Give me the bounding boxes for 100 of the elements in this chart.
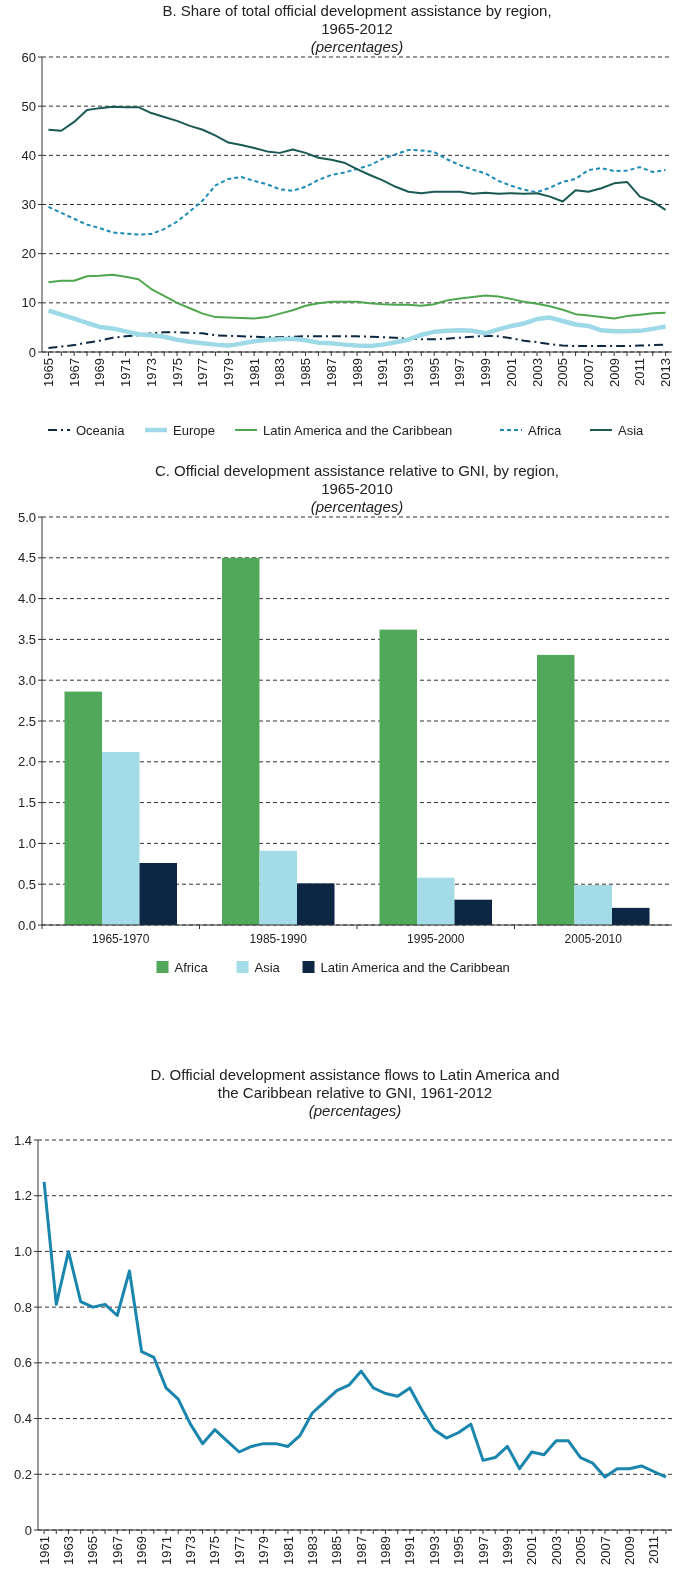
x-tick-label: 2011 [632,358,648,386]
x-tick-label: 2001 [524,1536,540,1565]
bar [574,885,612,925]
bar [259,850,297,925]
bar [612,907,650,925]
y-tick-label: 0.2 [13,1466,32,1482]
y-tick-label: 3.0 [17,672,36,688]
y-tick-label: 40 [21,147,36,163]
y-tick-label: 0.4 [13,1411,32,1427]
x-tick-label: 1987 [323,358,339,387]
x-tick-label: 2007 [597,1536,613,1565]
x-tick-label: 1977 [231,1536,247,1565]
x-tick-label: 1991 [375,358,391,387]
chart-title: B. Share of total official development assistance by region, 1965-2012 [162,2,552,37]
x-tick-label: 1967 [66,358,82,387]
legend-label: Latin America and the Caribbean [263,422,453,438]
y-tick-label: 30 [21,197,36,213]
x-tick-label: 1981 [246,358,262,387]
line-series [47,105,667,211]
x-tick-label: 1979 [256,1536,272,1565]
y-tick-label: 4.0 [17,591,36,607]
bar [537,654,575,925]
bar [102,752,140,925]
x-tick-label: 1963 [61,1536,77,1565]
bar [417,877,455,925]
x-tick-label: 1997 [452,358,468,387]
legend-label: Asia [254,959,281,975]
x-tick-label: 1973 [143,358,159,387]
y-tick-label: 2.0 [17,754,36,770]
x-tick-label: 1965-1970 [92,932,150,946]
y-tick-label: 20 [21,246,36,262]
x-tick-label: 1983 [304,1536,320,1565]
x-tick-label: 1985-1990 [249,932,308,946]
legend-label: Europe [173,422,215,438]
y-tick-label: 5.0 [17,509,36,525]
x-tick-label: 1969 [92,358,108,387]
chart-title: C. Official development assistance relative to GNI, by region, 1965-2010 [154,462,560,497]
legend-label: Africa [528,422,562,438]
x-tick-label: 1995 [426,358,442,387]
y-tick-label: 0.0 [17,917,36,933]
x-tick-label: 1967 [109,1536,125,1565]
x-tick-label: 1965 [85,1536,101,1565]
chart-title: D. Official development assistance flows to Latin America and the Caribbean relative to GNI, 1961-2012 [150,1066,560,1101]
x-tick-label: 2007 [580,358,596,387]
x-tick-label: 2003 [529,358,545,387]
x-tick-label: 2013 [658,358,674,387]
x-tick-label: 2009 [606,358,622,387]
x-tick-label: 1971 [118,358,134,387]
line-series [42,1180,668,1479]
x-tick-label: 1993 [426,1536,442,1565]
bar [297,883,335,925]
x-tick-label: 1975 [207,1536,223,1565]
x-tick-label: 1993 [400,358,416,387]
x-tick-label: 1983 [272,358,288,387]
x-tick-label: 1961 [36,1536,52,1565]
x-tick-label: 2001 [503,358,519,387]
x-tick-label: 1971 [158,1536,174,1565]
line-series [47,273,667,320]
y-tick-label: 4.5 [17,550,36,566]
y-tick-label: 0.8 [13,1299,32,1315]
x-tick-label: 2005 [573,1536,589,1565]
y-tick-label: 2.5 [17,713,36,729]
x-tick-label: 1989 [349,358,365,387]
legend-label: Asia [618,422,645,438]
x-tick-label: 1975 [169,358,185,387]
x-tick-label: 1973 [182,1536,198,1565]
x-tick-label: 1985 [329,1536,345,1565]
y-tick-label: 60 [21,49,36,65]
x-tick-label: 2011 [646,1536,662,1564]
y-tick-label: 1.4 [13,1132,32,1148]
x-tick-label: 1965 [40,358,56,387]
x-tick-label: 1981 [280,1536,296,1565]
x-tick-label: 2005-2010 [564,932,623,946]
bar [139,862,177,925]
y-tick-label: 1.5 [17,795,36,811]
bar [222,557,260,925]
y-tick-label: 1.2 [13,1188,32,1204]
x-tick-label: 1979 [220,358,236,387]
chart-subtitle: (percentages) [310,38,404,55]
x-tick-label: 2009 [621,1536,637,1565]
y-tick-label: 0.6 [13,1355,32,1371]
x-tick-label: 1985 [298,358,314,387]
y-tick-label: 1.0 [13,1243,32,1259]
legend-label: Oceania [76,422,126,438]
y-tick-label: 0 [28,344,36,360]
line-series [46,308,668,349]
bar [454,899,492,925]
x-tick-label: 1977 [195,358,211,387]
x-tick-label: 1999 [499,1536,515,1565]
x-tick-label: 1991 [402,1536,418,1565]
y-tick-label: 0.5 [17,876,36,892]
y-tick-label: 50 [21,98,36,114]
legend-label: Latin America and the Caribbean [320,959,510,975]
x-tick-label: 1989 [378,1536,394,1565]
x-tick-label: 1995-2000 [407,932,465,946]
bar [379,629,417,925]
y-tick-label: 10 [21,295,36,311]
y-tick-label: 1.0 [17,835,36,851]
bar [64,691,102,925]
x-tick-label: 1969 [134,1536,150,1565]
